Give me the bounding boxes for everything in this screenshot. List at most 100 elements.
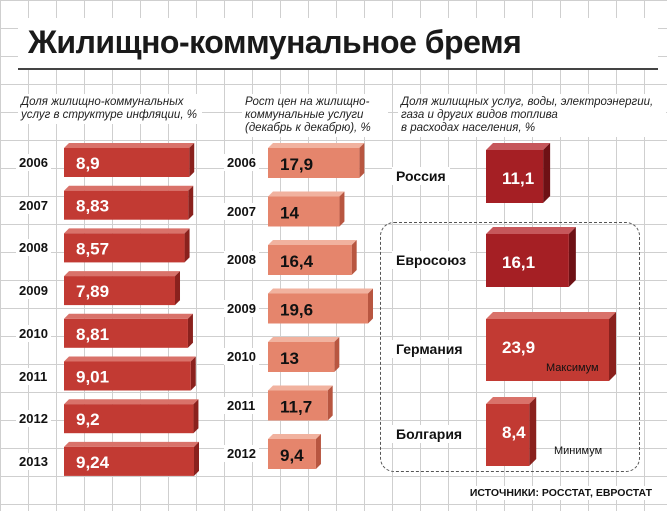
chart2-bar	[268, 434, 321, 469]
chart2-bar-side	[334, 337, 340, 372]
chart1-value-label: 8,57	[76, 239, 109, 258]
chart1-bar-front	[64, 148, 190, 177]
chart1-value-label: 7,89	[76, 282, 109, 301]
chart2-bar	[268, 288, 373, 324]
chart1-bar-top	[64, 356, 196, 362]
chart2-year-label: 2009	[224, 299, 259, 317]
chart2-bar-top	[268, 385, 333, 391]
chart2-value-label: 17,9	[280, 155, 313, 174]
eu-group-frame	[380, 222, 640, 472]
chart1-bar-side	[189, 143, 195, 177]
chart2-value-label: 11,7	[280, 398, 312, 417]
chart1-bar	[64, 441, 199, 476]
chart3-bar-top	[486, 397, 537, 404]
chart1-bar	[64, 313, 193, 348]
chart2-bar-front	[268, 245, 352, 275]
chart2-bar-side	[339, 191, 345, 227]
chart1-bar-front	[64, 404, 194, 434]
chart1-bar-front	[64, 446, 194, 476]
chart3-country-label: Болгария	[392, 425, 467, 443]
chart2-bar-front	[268, 439, 316, 469]
chart3-bar-front	[486, 319, 609, 381]
chart3-bar	[486, 143, 551, 203]
chart2-bar-top	[268, 143, 365, 148]
chart2-bar-side	[327, 385, 333, 421]
chart3-value-label: 11,1	[502, 169, 534, 188]
chart3-bar	[486, 227, 576, 287]
chart1-year-label: 2011	[16, 367, 51, 385]
chart3-country-label: Германия	[392, 340, 467, 358]
chart1-year-label: 2007	[16, 196, 51, 214]
chart3-bar-top	[486, 227, 576, 234]
chart1-bar-front	[64, 276, 176, 306]
chart3-bar-side	[568, 227, 576, 287]
chart3-annotation: Минимум	[554, 445, 602, 457]
chart2-bar-side	[315, 434, 321, 469]
chart2-header-line: Рост цен на жилищно-	[245, 96, 370, 108]
chart1-value-label: 8,81	[76, 325, 109, 344]
chart3-bar	[486, 312, 616, 381]
chart1-bar-front	[64, 318, 188, 348]
title-rule	[18, 68, 658, 70]
chart1-bar-top	[64, 441, 199, 447]
chart2-bar	[268, 337, 340, 372]
chart1-bar-top	[64, 399, 199, 405]
chart2-value-label: 9,4	[280, 446, 304, 465]
chart1-bar	[64, 185, 194, 220]
chart1-bar-side	[193, 399, 199, 434]
chart3-bar	[486, 397, 537, 466]
chart1-year-label: 2012	[16, 410, 51, 428]
chart2-year-label: 2007	[224, 202, 259, 220]
chart3-value-label: 23,9	[502, 338, 535, 357]
chart2-bar	[268, 240, 357, 275]
chart3-header-line: в расходах населения, %	[401, 122, 536, 134]
chart1-bar-top	[64, 228, 190, 234]
chart3-bar-front	[486, 150, 544, 203]
chart2-bar-side	[359, 143, 365, 178]
chart1-year-label: 2013	[16, 452, 51, 470]
chart3-header: Доля жилищных услуг, воды, электроэнерги…	[398, 94, 666, 137]
chart3-bar-side	[543, 143, 551, 203]
chart1-year-label: 2010	[16, 324, 51, 342]
chart1-bar-front	[64, 361, 191, 391]
chart1-year-label: 2008	[16, 239, 51, 257]
chart1-bar	[64, 271, 181, 306]
chart3-bar-top	[486, 312, 616, 319]
chart2-bar-front	[268, 390, 328, 421]
chart1-bar	[64, 143, 195, 177]
chart2-bar-front	[268, 342, 335, 372]
chart1-bar-side	[188, 185, 194, 220]
chart1-bar-side	[175, 271, 181, 306]
chart2-value-label: 14	[280, 204, 299, 223]
chart2-bar	[268, 385, 333, 421]
chart3-country-label: Евросоюз	[392, 250, 471, 269]
chart2-bar-front	[268, 293, 368, 324]
chart1-value-label: 9,24	[76, 453, 110, 472]
chart3-country-label: Россия	[392, 166, 450, 185]
title-box: Жилищно-коммунальное бремя	[18, 18, 658, 68]
page-title: Жилищно-коммунальное бремя	[28, 24, 522, 60]
chart1-header-line: Доля жилищно-коммунальных	[21, 96, 184, 108]
chart2-bar-top	[268, 434, 321, 439]
chart3-header-line: Доля жилищных услуг, воды, электроэнерги…	[401, 96, 654, 108]
chart2-bar	[268, 143, 365, 178]
chart1-bar-top	[64, 185, 194, 191]
chart3-bar-side	[609, 312, 616, 381]
chart1-value-label: 8,9	[76, 154, 100, 173]
chart2-year-label: 2012	[224, 445, 259, 462]
chart3-header-line: газа и других видов топлива	[401, 109, 558, 121]
chart2-bar-top	[268, 337, 340, 342]
chart1-year-label: 2006	[16, 154, 51, 171]
chart2-bar-top	[268, 240, 357, 245]
chart1-value-label: 9,01	[76, 368, 109, 387]
chart2-bar-front	[268, 196, 340, 227]
chart3-bar-side	[529, 397, 537, 466]
chart2-year-label: 2011	[224, 396, 259, 414]
chart2-value-label: 13	[280, 349, 299, 368]
chart2-year-label: 2010	[224, 348, 259, 365]
chart2-bar-top	[268, 288, 373, 294]
chart1-bar-front	[64, 233, 185, 263]
chart2-year-label: 2008	[224, 251, 259, 268]
